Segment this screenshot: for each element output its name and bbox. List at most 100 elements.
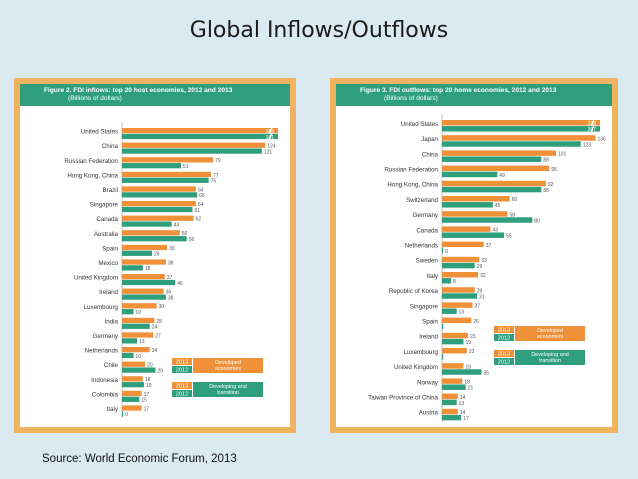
bar-2012 [122, 382, 144, 388]
bar-2013 [122, 186, 196, 192]
legend-swatch-2012 [172, 366, 192, 373]
data-label-2012: 31 [479, 294, 485, 300]
bar-2012 [122, 265, 143, 271]
category-label: Japan [421, 136, 438, 143]
data-label-2013: 37 [486, 243, 492, 249]
data-label-2013: 28 [156, 319, 162, 325]
category-label: China [422, 151, 439, 158]
data-label-2013: 136 [597, 136, 606, 142]
data-label-2013: 23 [470, 334, 476, 340]
data-label-2013: 33 [481, 258, 487, 264]
legend-year: 2013 [498, 352, 510, 358]
data-label-2012: 46 [177, 281, 183, 287]
legend-text: Developing and [531, 352, 568, 358]
category-label: China [102, 143, 119, 150]
category-label: United Kingdom [394, 364, 438, 371]
bar-2013 [122, 274, 165, 280]
data-label-2012: 56 [189, 237, 195, 243]
legend-swatch-2013 [494, 350, 514, 357]
data-label-2013: 58 [509, 212, 515, 218]
category-label: United States [401, 121, 438, 128]
category-label: United States [81, 129, 118, 136]
category-label: Switzerland [406, 197, 439, 204]
data-label-2013: 32 [480, 273, 486, 279]
bar-2013 [122, 259, 166, 265]
legend-swatch-2013 [172, 382, 192, 389]
category-label: India [105, 318, 119, 325]
category-label: Russian Federation [64, 158, 118, 165]
category-label: Canada [416, 227, 438, 234]
legend-text: transition [217, 390, 239, 396]
bar-2012 [122, 133, 278, 140]
data-label-2013: 92 [548, 182, 554, 188]
data-label-2012: 13 [139, 339, 145, 345]
category-label: Italy [107, 406, 119, 413]
bar-2012 [122, 236, 187, 242]
legend-year: 2013 [498, 328, 510, 334]
bar-2013 [442, 241, 484, 248]
fig2-subtitle: (Billions of dollars) [68, 95, 122, 102]
bar-2013 [122, 244, 168, 251]
legend-swatch-2012 [172, 390, 192, 397]
bar-2013 [122, 288, 164, 294]
data-label-2013: 18 [464, 380, 470, 386]
bar-2012 [122, 192, 198, 198]
bar-2013 [122, 171, 211, 178]
legend-swatch-2013 [172, 358, 192, 365]
bar-2013 [442, 348, 467, 354]
legend-text: Developing and [209, 384, 246, 390]
bar-2012 [442, 171, 498, 178]
data-label-2012: 51 [183, 164, 189, 170]
bar-2012 [122, 177, 209, 183]
axis-break-mark [268, 132, 273, 141]
category-label: Sweden [416, 258, 439, 265]
legend-text: economies [537, 334, 563, 340]
data-label-2013: 64 [198, 187, 204, 193]
bar-2013 [442, 272, 479, 278]
data-label-2012: 75 [211, 179, 217, 185]
data-label-2013: 27 [155, 333, 161, 339]
fig2-header: Figure 2. FDI inflows: top 20 host econo… [20, 84, 290, 106]
bar-2012 [122, 309, 134, 315]
legend-text: Developed [537, 328, 563, 334]
category-label: Taiwan Province of China [368, 395, 438, 402]
bar-2013 [442, 408, 458, 415]
category-label: Hong Kong, China [387, 182, 438, 189]
bar-2012 [442, 414, 462, 421]
category-label: United Kingdom [74, 275, 118, 282]
bar-2012 [122, 206, 193, 213]
bar-2013 [122, 390, 142, 397]
bar-2013 [442, 302, 473, 308]
data-label-2012: 65 [199, 193, 205, 199]
bar-2013 [122, 157, 214, 163]
data-label-2012: 0 [125, 412, 128, 418]
bar-2013 [442, 226, 491, 232]
data-label-2012: 29 [158, 368, 164, 374]
legend-box [515, 326, 585, 341]
bar-2013 [442, 196, 510, 202]
legend-year: 2012 [498, 336, 510, 342]
bar-2013 [122, 128, 278, 134]
category-label: Spain [422, 319, 438, 326]
bar-2012 [122, 294, 166, 300]
data-label-2013: 188 [266, 129, 275, 135]
slide-title: Global Inflows/Outflows [189, 18, 449, 43]
data-label-2012: 367 [588, 127, 597, 133]
category-label: Luxembourg [404, 349, 439, 356]
category-label: Mexico [98, 260, 118, 267]
legend-swatch-2012 [494, 334, 514, 341]
data-label-2013: 36 [166, 290, 172, 296]
data-label-2013: 77 [213, 173, 219, 179]
data-label-2012: 38 [168, 295, 174, 301]
data-label-2013: 39 [169, 246, 175, 252]
bar-2013 [122, 303, 157, 309]
legend-swatch-2013 [494, 326, 514, 333]
bar-2013 [442, 393, 458, 400]
category-label: Ireland [419, 334, 438, 341]
bar-2013 [122, 361, 146, 367]
data-label-2013: 19 [465, 364, 471, 370]
bar-2013 [442, 317, 472, 324]
data-label-2013: 26 [473, 319, 479, 325]
category-label: Canada [96, 216, 118, 223]
bar-2013 [442, 150, 556, 156]
